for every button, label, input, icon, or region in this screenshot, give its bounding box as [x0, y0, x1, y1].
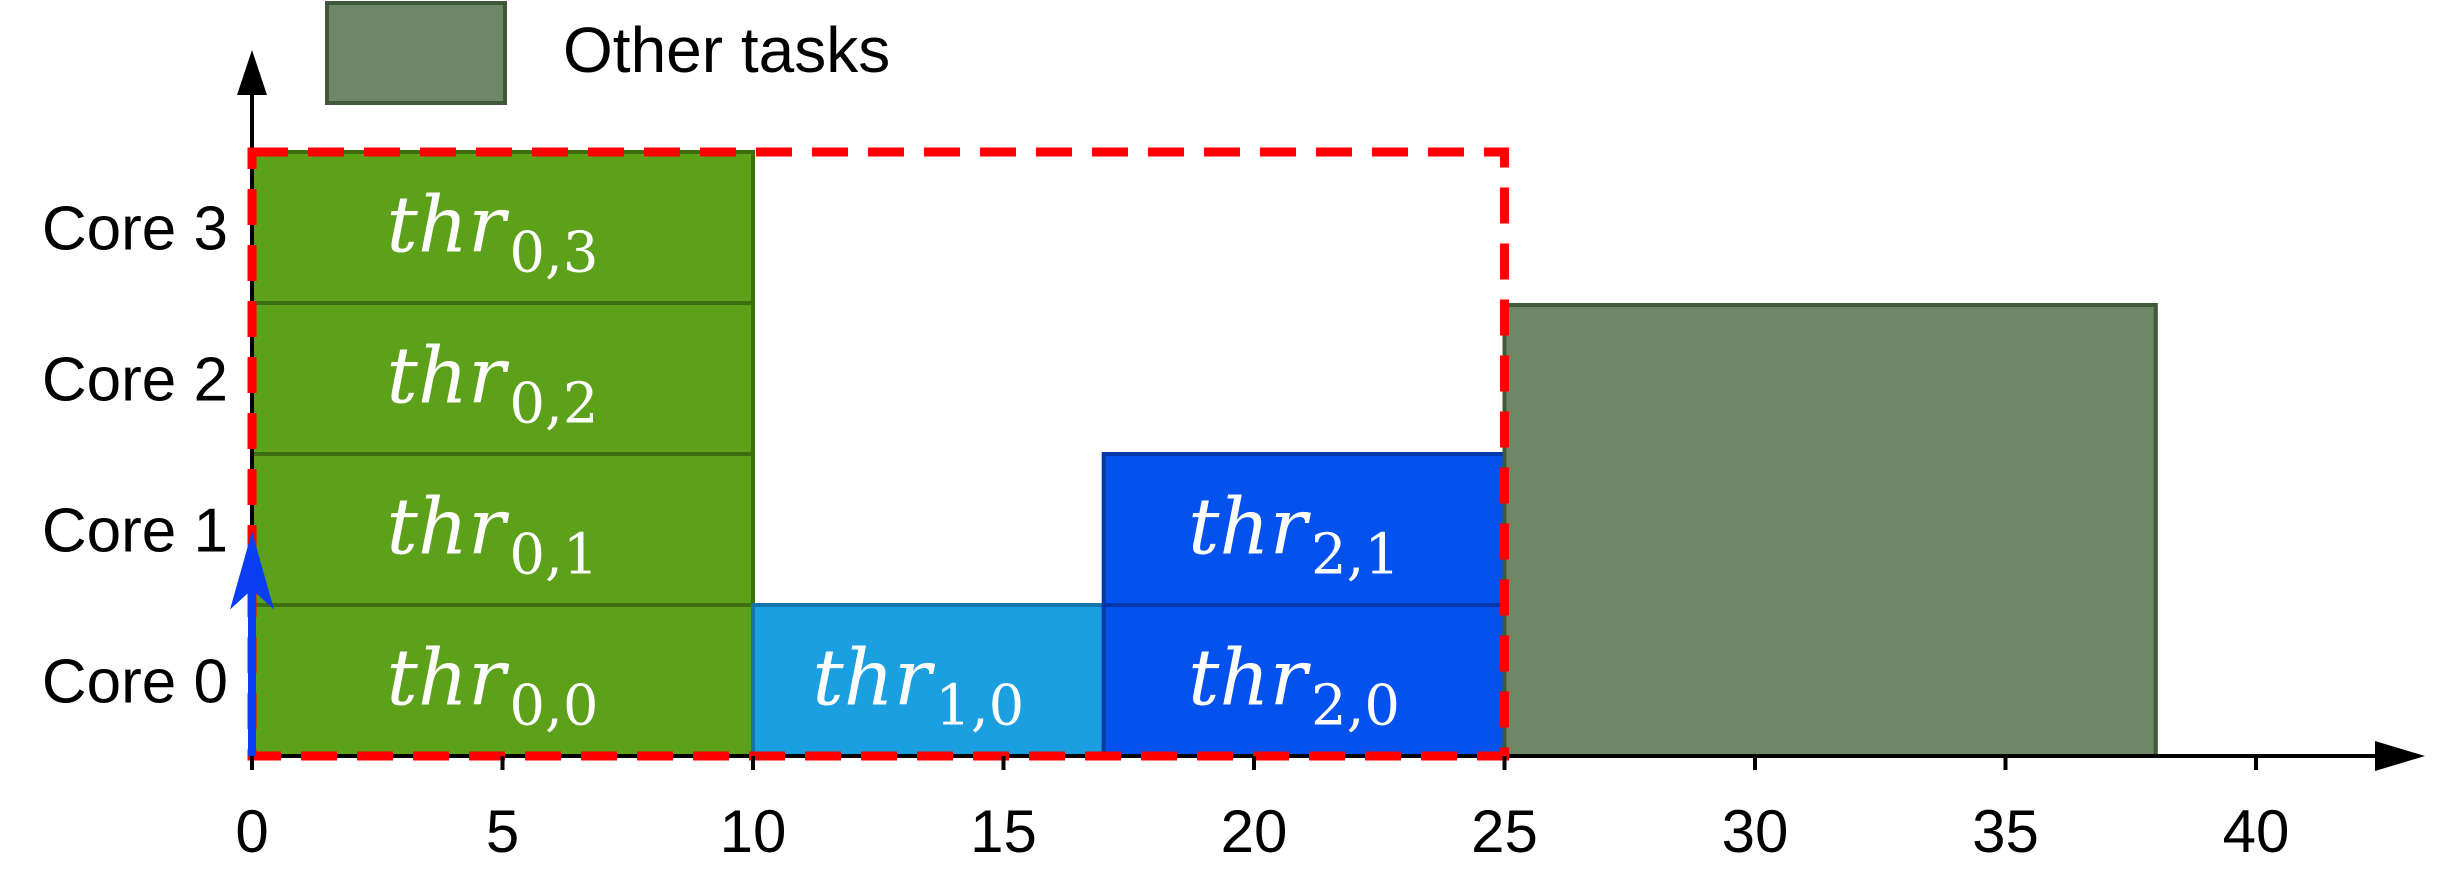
x-tick-label-5: 5 [486, 798, 519, 865]
task-bar-thr20 [1101, 603, 1507, 758]
legend: Other tasks [325, 1, 890, 105]
x-tick-label-0: 0 [235, 798, 268, 865]
task-thr02: thr0,2 [250, 301, 755, 456]
task-bar-thr21 [1101, 452, 1507, 607]
core-labels: Core 0 Core 1 Core 2 Core 3 [42, 195, 228, 717]
task-thr21: thr2,1 [1101, 452, 1507, 607]
task-bar-thr00 [250, 603, 755, 758]
task-thr20: thr2,0 [1101, 603, 1507, 758]
task-label-thr21: thr2,1 [1188, 483, 1400, 588]
x-axis-arrowhead [2375, 741, 2425, 771]
x-ticks: 0 5 10 15 20 25 30 35 40 [235, 756, 2289, 865]
y-axis-arrowhead [237, 50, 267, 95]
x-tick-label-25: 25 [1471, 798, 1538, 865]
task-label-thr00: thr0,0 [387, 634, 599, 739]
task-thr03: thr0,3 [250, 150, 755, 305]
core-label-3: Core 3 [42, 195, 228, 264]
legend-label-other-tasks: Other tasks [563, 14, 890, 86]
task-bar-thr03 [250, 150, 755, 305]
deadline-box [247, 147, 1509, 761]
other-tasks-block-group [1502, 303, 2158, 758]
task-thr10: thr1,0 [751, 603, 1106, 758]
x-tick-label-10: 10 [720, 798, 787, 865]
task-label-thr02: thr0,2 [387, 332, 599, 437]
task-blocks: thr0,0 thr0,1 thr0,2 thr0,3 thr1,0 thr2,0 thr2… [250, 150, 1507, 758]
core-label-2: Core 2 [42, 346, 228, 415]
task-label-thr01: thr0,1 [387, 483, 599, 588]
release-arrow-head [230, 531, 274, 610]
release-arrow-group [230, 531, 274, 756]
task-label-thr10: thr1,0 [812, 634, 1024, 739]
core-label-1: Core 1 [42, 497, 228, 566]
x-tick-label-35: 35 [1972, 798, 2039, 865]
x-tick-label-15: 15 [970, 798, 1037, 865]
x-tick-label-40: 40 [2223, 798, 2290, 865]
task-label-thr20: thr2,0 [1188, 634, 1400, 739]
task-thr00: thr0,0 [250, 603, 755, 758]
core-label-0: Core 0 [42, 648, 228, 717]
task-label-thr03: thr0,3 [387, 181, 599, 286]
legend-swatch-other-tasks [325, 1, 507, 105]
x-tick-label-20: 20 [1221, 798, 1288, 865]
x-tick-label-30: 30 [1722, 798, 1789, 865]
task-thr01: thr0,1 [250, 452, 755, 607]
deadline-box-group [247, 147, 1509, 761]
other-tasks-block [1502, 303, 2158, 758]
